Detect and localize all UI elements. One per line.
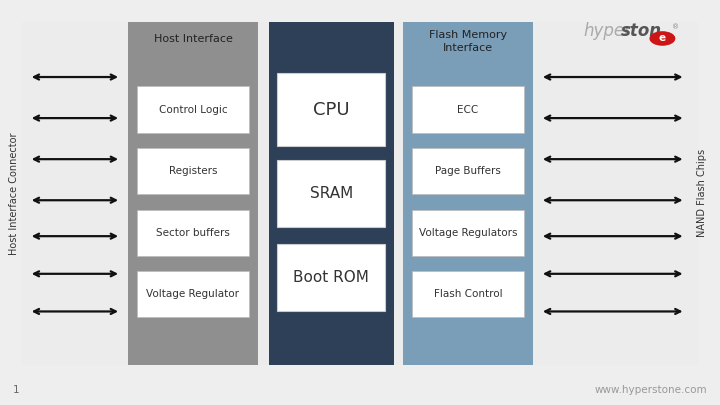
Bar (412, 271, 524, 318)
Text: ston: ston (621, 22, 662, 40)
Text: Boot ROM: Boot ROM (293, 270, 369, 285)
Text: Control Logic: Control Logic (158, 104, 228, 115)
Text: hyper: hyper (583, 22, 631, 40)
Text: Flash Control: Flash Control (433, 289, 503, 299)
Text: www.hyperstone.com: www.hyperstone.com (595, 385, 707, 395)
Bar (137, 210, 249, 256)
Text: ECC: ECC (457, 104, 479, 115)
Bar (412, 148, 524, 194)
Text: Voltage Regulator: Voltage Regulator (146, 289, 240, 299)
Text: SRAM: SRAM (310, 186, 353, 201)
Text: e: e (659, 34, 666, 43)
Text: Registers: Registers (168, 166, 217, 176)
Text: Host Interface Connector: Host Interface Connector (9, 132, 19, 255)
Bar (412, 210, 524, 256)
Bar (277, 160, 385, 227)
Text: Page Buffers: Page Buffers (435, 166, 501, 176)
Bar (277, 244, 385, 311)
Text: CPU: CPU (313, 100, 349, 119)
Text: Sector buffers: Sector buffers (156, 228, 230, 238)
Bar (412, 86, 524, 133)
Text: Flash Memory
Interface: Flash Memory Interface (429, 30, 507, 53)
Text: ®: ® (672, 24, 679, 30)
Text: NAND Flash Chips: NAND Flash Chips (697, 149, 707, 237)
Text: 1: 1 (13, 385, 19, 395)
Bar (403, 22, 533, 364)
Bar (128, 22, 258, 364)
Bar (277, 73, 385, 146)
Text: Host Interface: Host Interface (153, 34, 233, 45)
Bar (137, 86, 249, 133)
Circle shape (649, 31, 675, 46)
Bar (137, 148, 249, 194)
Text: Voltage Regulators: Voltage Regulators (419, 228, 517, 238)
Bar (137, 271, 249, 318)
Bar (269, 22, 394, 364)
Bar (22, 22, 698, 364)
